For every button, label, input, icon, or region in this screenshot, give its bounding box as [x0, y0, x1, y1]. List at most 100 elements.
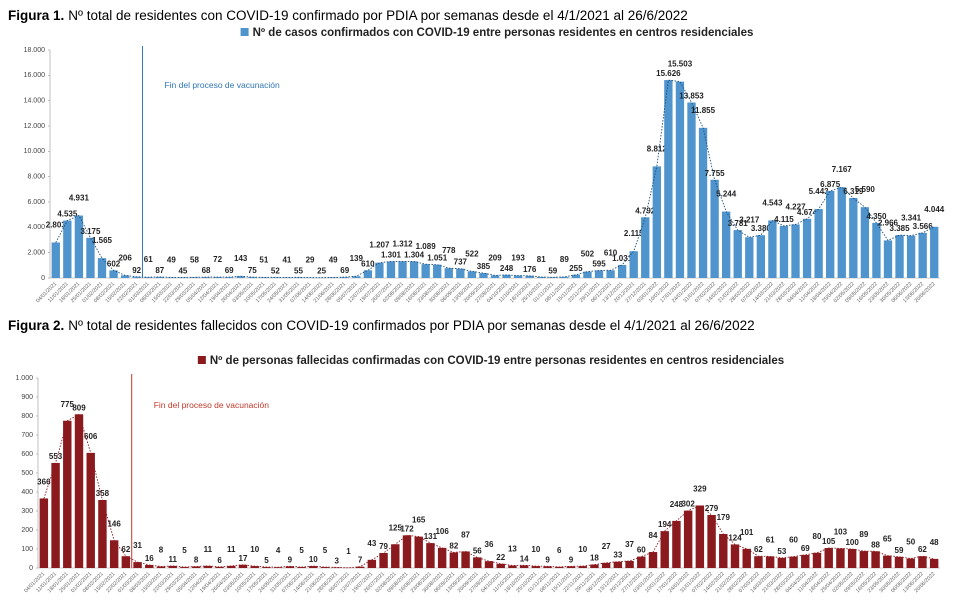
y-tick-label: 16.000 — [24, 72, 46, 79]
bar — [710, 179, 719, 278]
bar — [814, 209, 823, 278]
trend-line — [43, 413, 935, 569]
data-label: 7.167 — [832, 165, 853, 174]
bar — [63, 220, 72, 278]
bar — [768, 220, 777, 278]
bar — [555, 566, 564, 568]
bar — [871, 551, 880, 568]
data-label: 6 — [557, 546, 562, 555]
legend-swatch — [197, 356, 206, 364]
bar — [398, 261, 407, 278]
bar — [601, 562, 611, 568]
bar — [250, 566, 259, 568]
data-label: 3 — [334, 556, 339, 565]
data-label: 248 — [500, 264, 514, 273]
bar — [756, 235, 766, 278]
data-label: 2.803 — [46, 220, 67, 229]
data-label: 11 — [204, 545, 213, 554]
data-label: 279 — [705, 504, 719, 513]
data-label: 194 — [658, 520, 672, 529]
data-label: 16 — [145, 554, 154, 563]
y-tick-label: 800 — [21, 413, 33, 420]
bar — [236, 276, 245, 278]
data-label: 146 — [107, 519, 121, 528]
bar — [824, 548, 833, 568]
y-tick-label: 0 — [29, 565, 33, 572]
data-label: 81 — [537, 255, 546, 264]
bar — [51, 462, 60, 568]
bar — [238, 564, 248, 568]
bar — [687, 102, 696, 279]
bar — [695, 505, 705, 568]
data-label: 5.443 — [809, 187, 830, 196]
data-label: 131 — [424, 532, 438, 541]
data-label: 9 — [569, 555, 574, 564]
bar — [847, 549, 857, 568]
bar — [215, 566, 224, 568]
data-label: 10 — [578, 545, 587, 554]
y-tick-label: 100 — [21, 546, 33, 553]
bar — [660, 531, 669, 568]
data-label: 41 — [282, 255, 291, 264]
bar — [859, 551, 869, 568]
data-label: 172 — [400, 524, 414, 533]
data-label: 610 — [361, 259, 375, 268]
bar — [133, 562, 142, 568]
bar — [722, 211, 731, 278]
data-label: 3.341 — [901, 214, 922, 223]
data-label: 100 — [845, 538, 859, 547]
data-label: 209 — [488, 253, 502, 262]
bar — [63, 420, 72, 568]
bar — [664, 80, 673, 278]
annotation: Fin del proceso de vacunación — [154, 400, 270, 410]
bar — [352, 276, 361, 278]
bar — [74, 414, 84, 568]
data-label: 4.535 — [57, 210, 78, 219]
bar — [777, 557, 787, 568]
y-tick-label: 12.000 — [24, 123, 46, 130]
data-label: 9 — [288, 555, 293, 564]
data-label: 366 — [37, 477, 51, 486]
data-label: 595 — [592, 259, 606, 268]
data-label: 206 — [118, 253, 132, 262]
data-label: 61 — [766, 535, 775, 544]
y-tick-label: 600 — [21, 451, 33, 458]
data-label: 13 — [508, 545, 517, 554]
bar — [918, 556, 927, 568]
data-label: 10 — [250, 545, 259, 554]
data-label: 7.755 — [705, 169, 726, 178]
y-tick-label: 500 — [21, 470, 33, 477]
bar — [745, 237, 754, 278]
bar — [629, 251, 638, 278]
data-label: 4.227 — [786, 202, 807, 211]
data-label: 1 — [346, 547, 351, 556]
bar — [409, 261, 419, 278]
bar — [652, 166, 661, 278]
data-label: 737 — [454, 258, 468, 267]
data-label: 385 — [477, 262, 491, 271]
data-label: 87 — [461, 530, 470, 539]
bar — [297, 567, 306, 568]
data-label: 13.853 — [679, 92, 704, 101]
bar — [765, 556, 775, 568]
data-label: 522 — [465, 249, 479, 258]
data-label: 56 — [473, 546, 482, 555]
bar — [132, 276, 141, 278]
data-label: 1.312 — [393, 239, 414, 248]
data-label: 106 — [435, 527, 449, 536]
data-label: 36 — [485, 540, 494, 549]
data-label: 1.031 — [612, 254, 633, 263]
bar — [248, 277, 257, 278]
data-label: 29 — [306, 256, 315, 265]
bar — [648, 552, 658, 568]
data-label: 606 — [84, 432, 98, 441]
bar — [637, 556, 646, 568]
data-label: 60 — [637, 546, 646, 555]
data-label: 4.543 — [762, 198, 783, 207]
bar — [201, 277, 211, 278]
data-label: 17 — [239, 554, 248, 563]
data-label: 37 — [625, 540, 634, 549]
data-label: 105 — [822, 537, 836, 546]
bar — [860, 207, 870, 278]
